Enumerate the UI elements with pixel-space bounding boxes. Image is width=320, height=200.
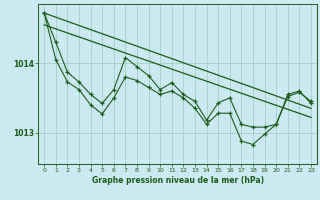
X-axis label: Graphe pression niveau de la mer (hPa): Graphe pression niveau de la mer (hPa): [92, 176, 264, 185]
